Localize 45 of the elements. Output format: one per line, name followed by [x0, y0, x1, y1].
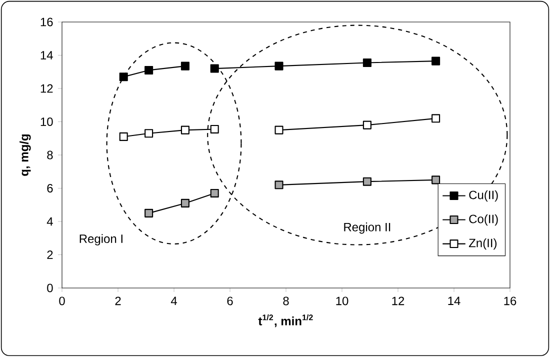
point: [432, 114, 440, 123]
point: [362, 120, 372, 130]
legend-label: Zn(II): [468, 238, 497, 250]
point: [119, 132, 128, 141]
x-axis-title: t$^{1/2}$, min$^{1/2}$: [258, 314, 313, 328]
y-tick-label: 16: [40, 18, 53, 26]
point: [362, 177, 372, 186]
point: [362, 58, 372, 67]
point: [432, 56, 440, 66]
x-tick-label: 14: [448, 296, 460, 305]
x-tick-label: 8: [283, 296, 289, 306]
x-tick-label: 10: [336, 296, 348, 306]
point: [144, 129, 154, 138]
y-tick-label: 12: [40, 84, 53, 93]
point: [210, 188, 219, 198]
x-tick-label: 16: [504, 296, 516, 306]
x-tick-label: 0: [59, 296, 65, 306]
annotation: Region I: [80, 234, 122, 246]
point: [432, 176, 440, 184]
point: [274, 62, 284, 70]
y-tick-label: 10: [40, 117, 53, 126]
point: [180, 198, 190, 208]
legend-label: Cu(II): [469, 190, 498, 202]
y-axis-title: q, mg/g: [20, 134, 31, 176]
point: [180, 62, 190, 70]
point: [180, 126, 190, 134]
x-tick-label: 4: [170, 296, 177, 305]
y-tick-label: 14: [40, 51, 53, 60]
point: [274, 126, 284, 134]
y-tick-label: 6: [47, 184, 53, 192]
y-tick-label: 0: [47, 284, 53, 292]
y-tick-label: 4: [46, 217, 53, 226]
point: [274, 180, 284, 190]
annotation: Region II: [344, 222, 390, 234]
point: [210, 124, 219, 134]
y-tick-label: 8: [47, 150, 53, 160]
x-tick-label: 2: [115, 296, 121, 306]
y-tick-label: 2: [47, 250, 53, 259]
point: [144, 66, 154, 74]
point: [119, 72, 128, 82]
x-tick-label: 12: [392, 296, 404, 306]
point: [144, 208, 154, 218]
x-tick-label: 6: [227, 296, 233, 306]
legend-label: Co(II): [469, 214, 498, 226]
point: [210, 64, 219, 73]
